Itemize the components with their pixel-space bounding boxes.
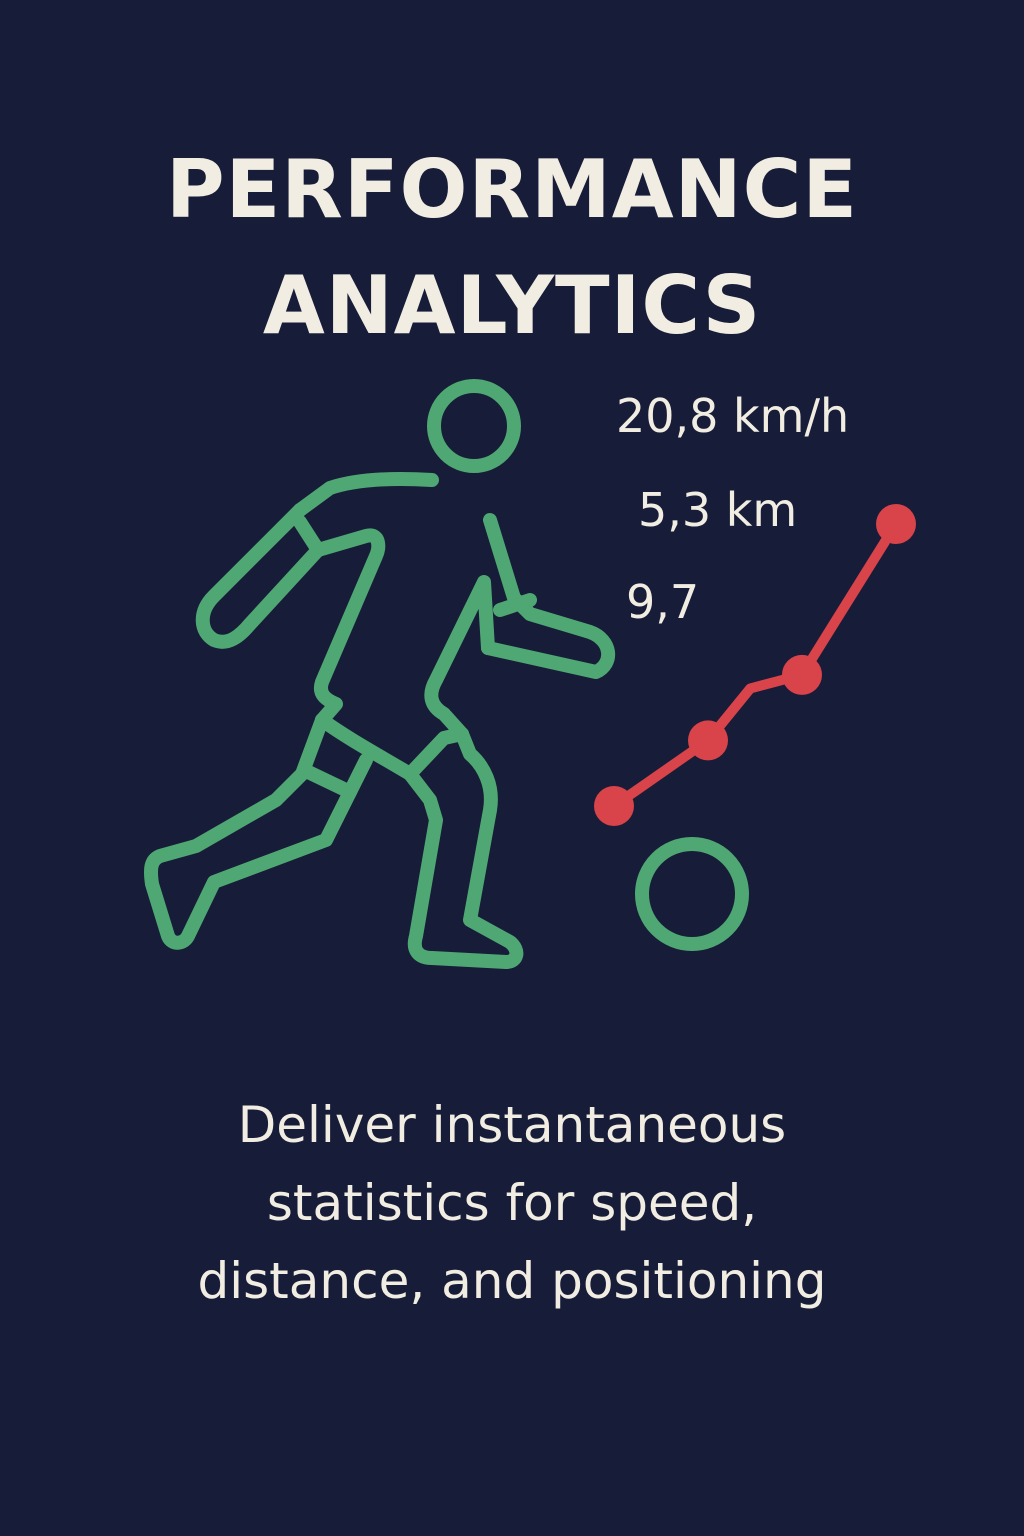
- trend-line-chart: [594, 504, 916, 826]
- title-line-2: ANALYTICS: [262, 258, 762, 352]
- running-player-icon: [144, 379, 616, 969]
- player-torso-right: [424, 575, 495, 741]
- trend-points: [594, 504, 916, 826]
- player-front-arm: [481, 513, 616, 679]
- speed-stat: 20,8 km/h: [616, 389, 850, 443]
- player-rear-leg-cuff: [297, 763, 357, 799]
- page-title: PERFORMANCE ANALYTICS: [0, 132, 1024, 364]
- subtitle-line-1: Deliver instantaneous: [237, 1096, 787, 1154]
- player-head: [427, 379, 521, 473]
- player-rear-arm: [195, 503, 325, 649]
- distance-stat: 5,3 km: [638, 483, 798, 537]
- trend-point: [876, 504, 916, 544]
- rating-stat: 9,7: [626, 575, 700, 629]
- player-front-leg: [403, 727, 524, 969]
- player-rear-leg: [144, 713, 373, 950]
- trend-point: [782, 654, 822, 695]
- player-shoulders: [293, 471, 439, 517]
- ball-icon: [635, 837, 749, 951]
- trend-point: [594, 786, 634, 826]
- player-torso-left: [311, 528, 386, 727]
- trend-line: [609, 519, 901, 811]
- trend-point: [688, 720, 728, 761]
- title-line-1: PERFORMANCE: [166, 142, 858, 236]
- player-front-arm-cuff: [493, 593, 537, 617]
- player-shorts: [315, 713, 469, 781]
- subtitle-line-3: distance, and positioning: [197, 1252, 827, 1310]
- subtitle-line-2: statistics for speed,: [266, 1174, 758, 1232]
- subtitle: Deliver instantaneous statistics for spe…: [62, 1086, 962, 1320]
